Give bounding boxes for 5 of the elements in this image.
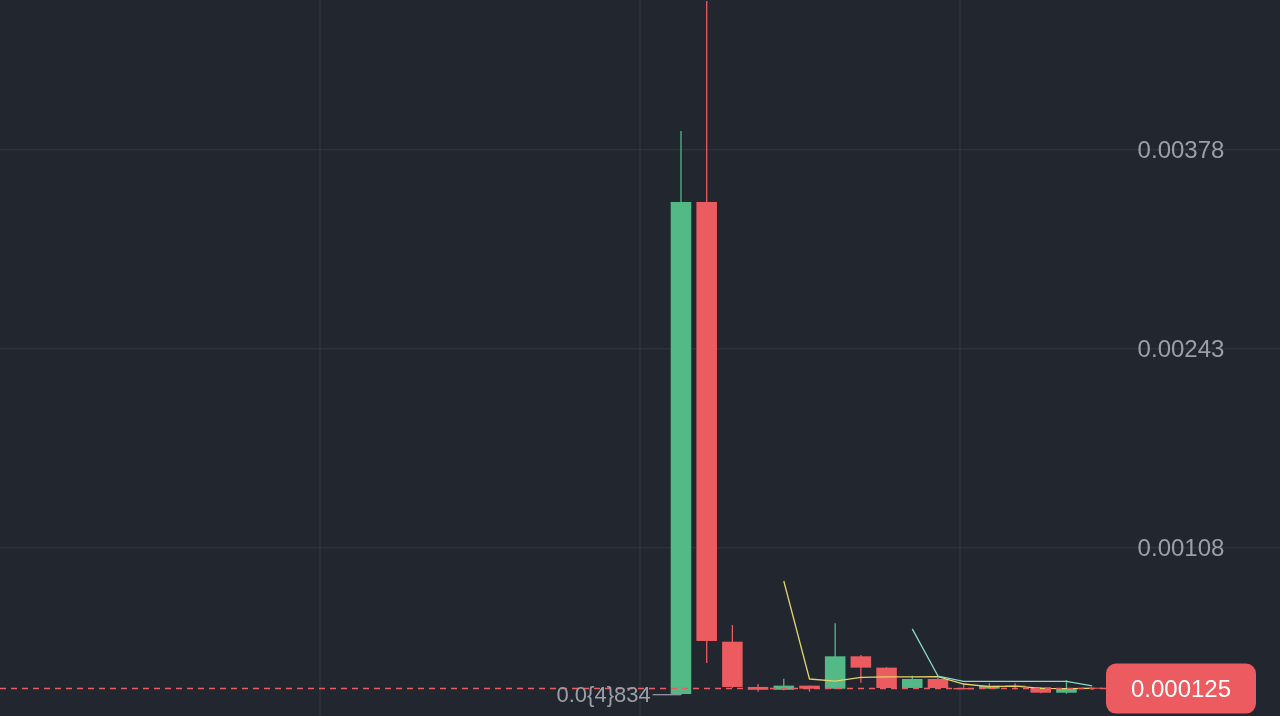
y-tick-label: 0.00108 [1137,534,1225,562]
ref-line-label: 0.000125 [1130,674,1232,702]
y-tick-label: 0.00243 [1137,335,1225,363]
annotation: 0.0{4}834 [556,682,651,708]
y-tick-label: 0.00378 [1137,136,1225,164]
